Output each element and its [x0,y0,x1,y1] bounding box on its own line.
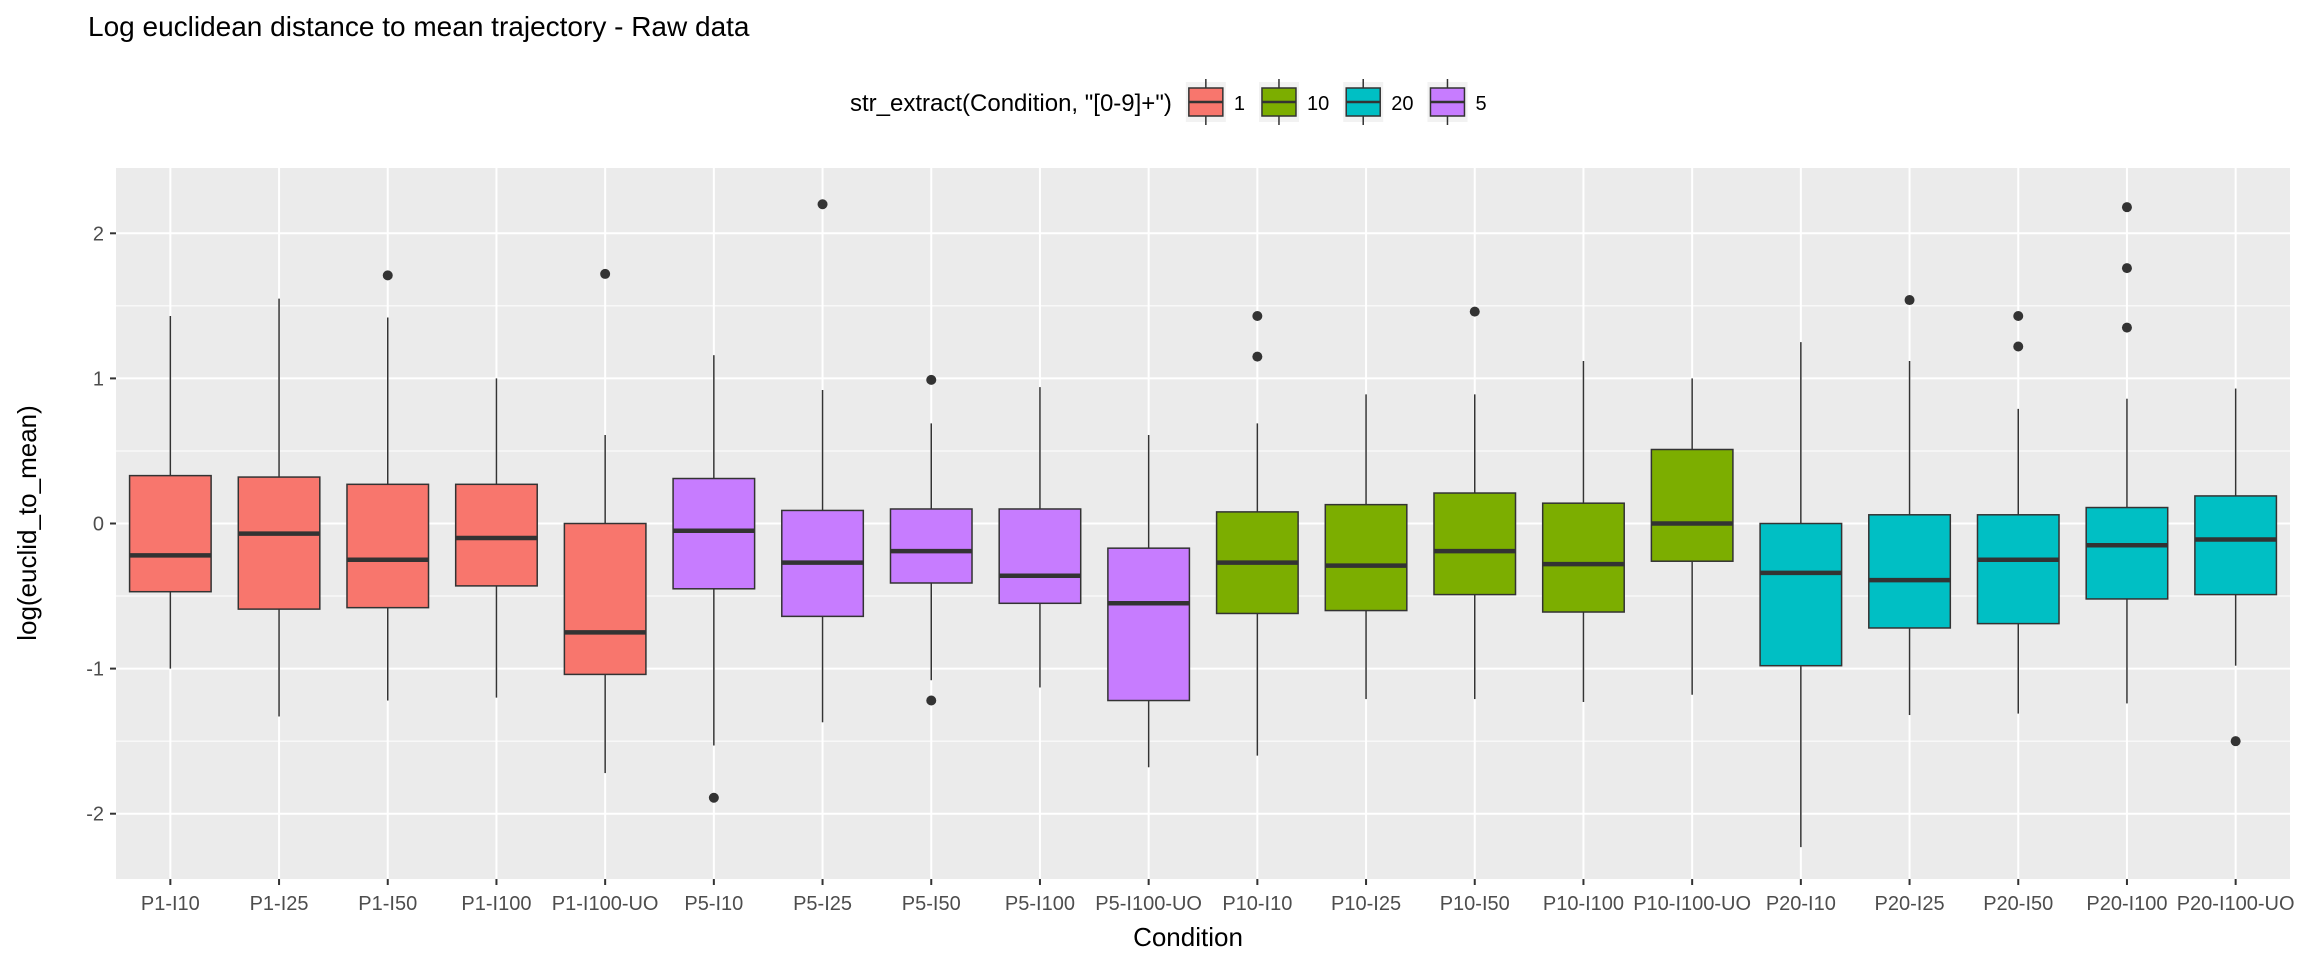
box-P20-I100 [2085,202,2169,704]
outlier-point [2230,736,2241,747]
outlier-point [926,374,937,385]
box-P10-I10 [1215,311,1299,756]
box-iqr [1107,547,1191,702]
legend-label: 20 [1391,93,1413,115]
box-iqr [889,508,973,584]
outlier-point [2121,263,2132,274]
box-iqr [672,477,756,590]
box-iqr [1759,522,1843,667]
box-P5-I25 [781,199,865,723]
outlier-point [2121,202,2132,213]
y-tick-label: 2 [93,223,104,245]
box-P1-I10 [128,316,212,669]
x-tick-label: P1-I10 [141,893,200,915]
y-tick-label: 0 [93,514,104,536]
y-axis-title: log(euclid_to_mean) [12,405,42,641]
outlier-point [1252,311,1263,322]
x-tick-label: P20-I25 [1875,893,1945,915]
grid-lines [116,168,2290,879]
box-P1-I100-UO [563,268,647,774]
x-axis-title: Condition [1133,922,1243,952]
box-P20-I25 [1868,295,1952,716]
x-tick-label: P5-I100 [1005,893,1075,915]
legend-item-5: 5 [1427,79,1487,125]
legend-item-20: 20 [1343,79,1413,125]
x-tick-label: P1-I100 [461,893,531,915]
outlier-point [1469,306,1480,317]
y-axis: -2 -1 0 1 2 [86,223,116,826]
x-tick-label: P20-I10 [1766,893,1836,915]
x-tick-label: P10-I50 [1440,893,1510,915]
box-iqr [1324,503,1408,612]
x-tick-label: P1-I25 [250,893,309,915]
box-iqr [1976,514,2060,625]
box-iqr [128,474,212,593]
box-P20-I50 [1976,311,2060,714]
box-iqr [454,483,538,587]
outlier-point [382,270,393,281]
x-tick-label: P10-I25 [1331,893,1401,915]
box-iqr [998,508,1082,605]
box-P5-I100-UO [1107,434,1191,768]
x-tick-label: P5-I100-UO [1095,893,1202,915]
x-tick-label: P20-I50 [1983,893,2053,915]
box-iqr [1868,514,1952,629]
outlier-point [2013,341,2024,352]
box-iqr [2194,495,2278,596]
box-P20-I100-UO [2194,388,2278,747]
box-P5-I100 [998,387,1082,688]
box-P10-I100 [1541,360,1625,702]
x-tick-label: P20-I100-UO [2177,893,2295,915]
x-tick-label: P10-I100-UO [1633,893,1751,915]
box-P10-I100-UO [1650,378,1734,695]
x-tick-label: P5-I10 [684,893,743,915]
box-iqr [1433,492,1517,596]
box-iqr [2085,506,2169,600]
legend-item-10: 10 [1258,79,1329,125]
x-tick-label: P20-I100 [2086,893,2167,915]
legend-item-1: 1 [1185,79,1245,125]
box-P1-I100 [454,378,538,698]
legend-label: 5 [1475,93,1486,115]
outlier-point [1904,295,1915,306]
legend-title: str_extract(Condition, "[0-9]+") [850,90,1172,117]
outlier-point [600,268,611,279]
box-iqr [563,522,647,676]
y-tick-label: 1 [93,368,104,390]
box-P1-I25 [237,298,321,717]
outlier-point [926,695,937,706]
y-tick-label: -2 [86,804,104,826]
legend-label: 1 [1234,93,1245,115]
x-tick-label: P5-I25 [793,893,852,915]
x-tick-label: P10-I100 [1543,893,1624,915]
legend: str_extract(Condition, "[0-9]+") 1 10 20 5 [850,79,1487,125]
x-tick-label: P10-I10 [1222,893,1292,915]
box-iqr [1650,448,1734,562]
boxes-layer [128,199,2278,848]
outlier-point [2121,322,2132,333]
chart-title: Log euclidean distance to mean trajector… [88,11,750,42]
box-P1-I50 [346,270,430,701]
outlier-point [1252,351,1263,362]
x-tick-label: P5-I50 [902,893,961,915]
box-P5-I10 [672,355,756,803]
legend-label: 10 [1307,93,1329,115]
box-iqr [1541,502,1625,613]
x-tick-label: P1-I100-UO [552,893,659,915]
y-tick-label: -1 [86,659,104,681]
x-axis: P1-I10 P1-I25 P1-I50 P1-I100 P1-I100-UO P5-I1… [141,879,2295,915]
box-P10-I50 [1433,306,1517,700]
box-P10-I25 [1324,394,1408,700]
box-iqr [346,483,430,609]
x-tick-label: P1-I50 [358,893,417,915]
box-P5-I50 [889,374,973,706]
box-P20-I10 [1759,342,1843,848]
outlier-point [817,199,828,210]
outlier-point [708,792,719,803]
outlier-point [2013,311,2024,322]
box-iqr [237,476,321,610]
